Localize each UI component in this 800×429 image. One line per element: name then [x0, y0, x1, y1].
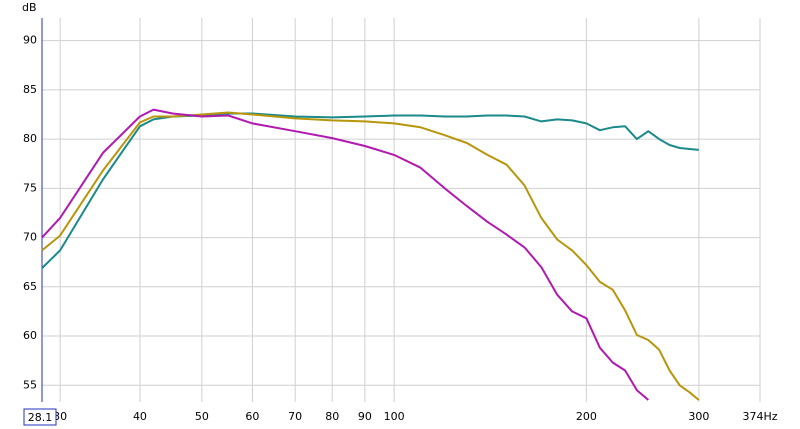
x-tick-label: 50 — [195, 410, 209, 423]
x-tick-label: 30 — [53, 410, 67, 423]
x-tick-label: 90 — [358, 410, 372, 423]
x-tick-label: 300 — [688, 410, 709, 423]
x-min-label: 28.1 — [28, 411, 53, 424]
y-tick-label: 70 — [23, 231, 37, 244]
y-tick-label: 55 — [23, 378, 37, 391]
x-tick-label: 40 — [133, 410, 147, 423]
x-tick-label: 100 — [384, 410, 405, 423]
x-tick-label: 60 — [245, 410, 259, 423]
series-line — [41, 112, 699, 269]
series-line — [41, 108, 649, 401]
y-tick-label: 60 — [23, 329, 37, 342]
series-line — [41, 111, 700, 401]
x-min-box — [23, 408, 57, 426]
y-tick-label: 90 — [23, 34, 37, 47]
x-tick-label: 374Hz — [742, 410, 777, 423]
y-axis-label: dB — [22, 1, 37, 14]
x-tick-label: 80 — [325, 410, 339, 423]
y-tick-label: 80 — [23, 132, 37, 145]
x-tick-label: 70 — [288, 410, 302, 423]
y-tick-label: 85 — [23, 83, 37, 96]
x-tick-label: 200 — [576, 410, 597, 423]
y-tick-label: 65 — [23, 280, 37, 293]
y-tick-label: 75 — [23, 181, 37, 194]
